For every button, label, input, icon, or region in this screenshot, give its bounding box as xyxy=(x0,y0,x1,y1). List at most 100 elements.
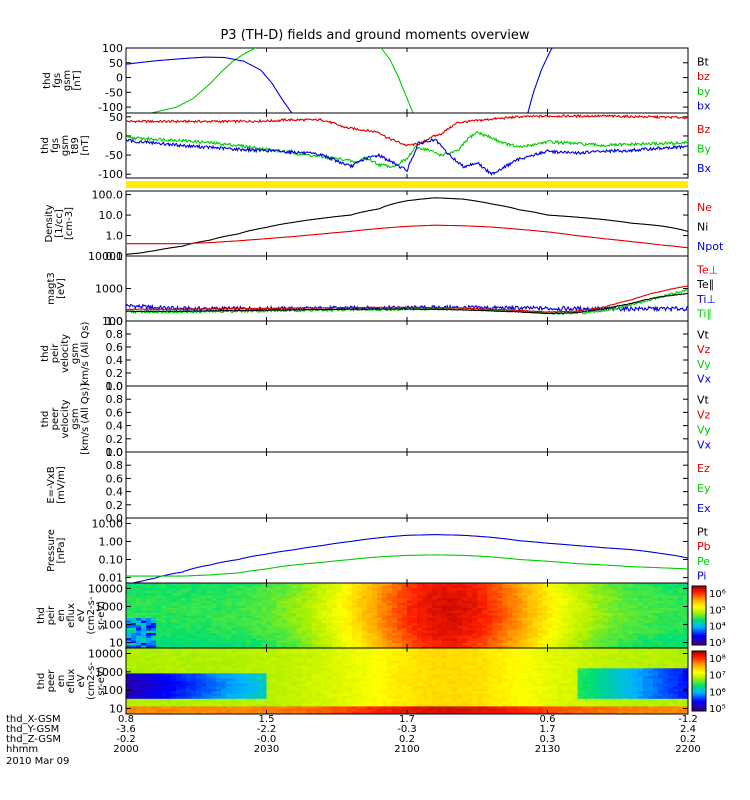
heatmap-cell xyxy=(612,628,619,632)
heatmap-cell xyxy=(417,678,423,682)
heatmap-cell xyxy=(136,635,142,639)
heatmap-cell xyxy=(306,663,313,667)
heatmap-cell xyxy=(622,598,629,602)
heatmap-cell xyxy=(221,670,227,674)
heatmap-cell xyxy=(276,630,283,634)
heatmap-cell xyxy=(527,640,533,644)
heatmap-cell xyxy=(542,615,549,619)
heatmap-cell xyxy=(241,668,247,672)
heatmap-cell xyxy=(146,618,152,622)
heatmap-cell xyxy=(136,638,142,642)
heatmap-cell xyxy=(437,600,443,604)
heatmap-cell xyxy=(517,588,523,592)
heatmap-cell xyxy=(427,658,433,662)
heatmap-cell xyxy=(241,598,247,602)
heatmap-cell xyxy=(231,701,237,705)
heatmap-cell xyxy=(402,675,408,679)
heatmap-cell xyxy=(221,623,227,627)
heatmap-cell xyxy=(191,605,197,609)
heatmap-cell xyxy=(156,675,162,679)
heatmap-cell xyxy=(397,620,403,624)
heatmap-cell xyxy=(141,688,147,692)
heatmap-cell xyxy=(432,703,438,707)
heatmap-cell xyxy=(196,668,202,672)
heatmap-cell xyxy=(402,600,408,604)
heatmap-cell xyxy=(231,620,237,624)
heatmap-cell xyxy=(276,675,283,679)
heatmap-cell xyxy=(211,623,217,627)
heatmap-cell xyxy=(246,691,252,695)
heatmap-cell xyxy=(567,608,574,612)
heatmap-cell xyxy=(492,638,498,642)
heatmap-cell xyxy=(136,605,142,609)
y-tick-label: 0.1 xyxy=(106,250,124,263)
heatmap-cell xyxy=(477,600,483,604)
heatmap-cell xyxy=(547,583,554,587)
heatmap-cell xyxy=(221,673,227,677)
heatmap-cell xyxy=(607,633,614,637)
heatmap-cell xyxy=(161,620,167,624)
heatmap-cell xyxy=(166,600,172,604)
heatmap-cell xyxy=(381,660,388,664)
heatmap-cell xyxy=(226,655,232,659)
heatmap-cell xyxy=(407,635,413,639)
heatmap-cell xyxy=(266,686,273,690)
heatmap-cell xyxy=(166,620,172,624)
heatmap-cell xyxy=(507,623,513,627)
heatmap-cell xyxy=(587,598,594,602)
heatmap-cell xyxy=(667,593,674,597)
heatmap-cell xyxy=(321,653,328,657)
heatmap-cell xyxy=(211,650,217,654)
heatmap-cell xyxy=(151,648,157,652)
heatmap-cell xyxy=(522,630,528,634)
heatmap-cell xyxy=(206,660,212,664)
legend-Ne: Ne xyxy=(697,201,712,214)
heatmap-cell xyxy=(191,711,197,714)
heatmap-cell xyxy=(402,625,408,629)
heatmap-cell xyxy=(226,706,232,710)
heatmap-cell xyxy=(351,630,358,634)
heatmap-cell xyxy=(291,650,298,654)
heatmap-cell xyxy=(351,595,358,599)
heatmap-cell xyxy=(417,600,423,604)
heatmap-cell xyxy=(266,653,273,657)
heatmap-cell xyxy=(522,628,528,632)
heatmap-cell xyxy=(336,640,343,644)
heatmap-cell xyxy=(161,663,167,667)
heatmap-cell xyxy=(321,643,328,647)
heatmap-cell xyxy=(281,615,288,619)
heatmap-cell xyxy=(206,628,212,632)
heatmap-cell xyxy=(502,608,508,612)
heatmap-cell xyxy=(662,635,669,639)
heatmap-cell xyxy=(151,613,157,617)
heatmap-cell xyxy=(206,706,212,710)
heatmap-cell xyxy=(542,593,549,597)
heatmap-cell xyxy=(376,655,383,659)
heatmap-cell xyxy=(196,658,202,662)
heatmap-cell xyxy=(211,678,217,682)
heatmap-cell xyxy=(341,640,348,644)
colorbar-cell xyxy=(692,586,706,588)
heatmap-cell xyxy=(667,623,674,627)
heatmap-cell xyxy=(316,645,323,648)
heatmap-cell xyxy=(271,628,278,632)
heatmap-cell xyxy=(261,660,268,664)
heatmap-cell xyxy=(331,620,338,624)
heatmap-cell xyxy=(331,670,338,674)
heatmap-cell xyxy=(351,663,358,667)
heatmap-cell xyxy=(422,640,428,644)
heatmap-cell xyxy=(336,608,343,612)
heatmap-cell xyxy=(336,691,343,695)
heatmap-cell xyxy=(657,613,664,617)
heatmap-cell xyxy=(381,618,388,622)
heatmap-cell xyxy=(457,588,463,592)
heatmap-cell xyxy=(381,605,388,609)
heatmap-cell xyxy=(161,698,167,702)
heatmap-cell xyxy=(346,703,353,707)
heatmap-cell xyxy=(557,620,564,624)
heatmap-cell xyxy=(477,638,483,642)
heatmap-cell xyxy=(356,583,363,587)
heatmap-cell xyxy=(131,673,137,677)
heatmap-cell xyxy=(647,593,654,597)
